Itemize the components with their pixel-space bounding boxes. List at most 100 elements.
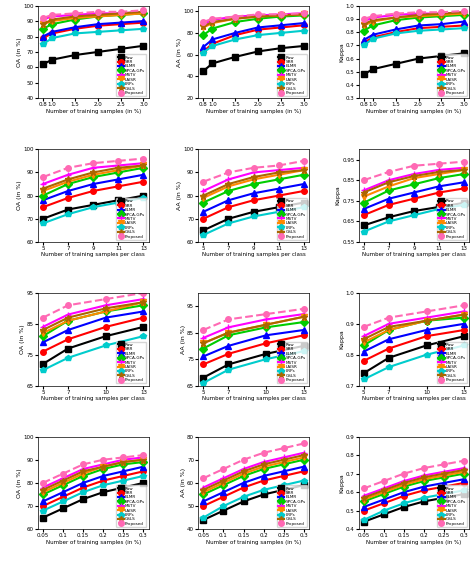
Raw xyxy=(393,60,399,67)
MSTV xyxy=(241,466,246,472)
SPCA-GPs xyxy=(276,176,282,183)
SPCA-GPs xyxy=(201,32,206,38)
MSTV xyxy=(441,468,447,475)
ELMR xyxy=(201,353,206,360)
Line: GSLS: GSLS xyxy=(200,452,307,493)
SPCA-GPs xyxy=(251,181,256,187)
Proposed xyxy=(251,164,256,171)
Line: Proposed: Proposed xyxy=(361,302,467,330)
Line: GSLS: GSLS xyxy=(200,11,307,30)
Line: LRPs: LRPs xyxy=(201,478,307,520)
GSLS xyxy=(361,21,366,28)
GSLS xyxy=(80,468,86,475)
Proposed xyxy=(100,457,106,463)
Raw xyxy=(80,496,86,503)
SPCA-GPs xyxy=(381,490,387,497)
Raw xyxy=(361,71,366,78)
GSLS xyxy=(401,480,407,486)
LAISR xyxy=(411,175,417,181)
Proposed xyxy=(424,308,429,315)
ELMR xyxy=(72,24,78,30)
SRR xyxy=(393,29,399,35)
Proposed xyxy=(281,445,287,452)
Raw xyxy=(210,60,215,67)
Proposed xyxy=(361,177,366,184)
Raw xyxy=(361,519,366,525)
LRPs xyxy=(361,517,366,524)
MSTV xyxy=(255,12,261,19)
MSTV xyxy=(49,13,55,20)
MSTV xyxy=(141,160,146,167)
LRPs xyxy=(386,218,392,225)
SPCA-GPs xyxy=(220,482,226,489)
MSTV xyxy=(141,296,146,302)
Proposed xyxy=(301,10,307,17)
Proposed xyxy=(411,162,417,169)
Raw xyxy=(40,514,46,521)
Raw xyxy=(461,490,467,497)
Line: Raw: Raw xyxy=(361,333,467,376)
ELMR xyxy=(301,463,307,470)
MSTV xyxy=(461,464,467,471)
MSTV xyxy=(393,11,399,18)
MSTV xyxy=(201,484,206,491)
SRR xyxy=(116,183,121,190)
SPCA-GPs xyxy=(461,314,467,321)
Proposed xyxy=(255,11,261,17)
LAISR xyxy=(441,472,447,479)
SPCA-GPs xyxy=(370,22,376,29)
ELMR xyxy=(232,29,238,36)
ELMR xyxy=(226,197,231,204)
Raw xyxy=(461,199,467,206)
Line: SPCA-GPs: SPCA-GPs xyxy=(40,459,146,497)
ELMR xyxy=(40,33,46,40)
SPCA-GPs xyxy=(141,164,146,171)
Proposed xyxy=(361,324,366,330)
Proposed xyxy=(370,13,376,20)
LAISR xyxy=(276,171,282,178)
SPCA-GPs xyxy=(40,25,46,32)
LRPs xyxy=(226,220,231,227)
SRR xyxy=(386,202,392,208)
ELMR xyxy=(40,197,46,204)
GSLS xyxy=(361,336,366,343)
Y-axis label: AA (in %): AA (in %) xyxy=(181,468,186,498)
Proposed xyxy=(65,302,71,309)
ELMR xyxy=(141,17,146,24)
Y-axis label: OA (in %): OA (in %) xyxy=(17,181,22,211)
LAISR xyxy=(40,330,46,337)
MSTV xyxy=(381,485,387,492)
MSTV xyxy=(281,454,287,461)
SPCA-GPs xyxy=(424,318,429,324)
Y-axis label: Kappa: Kappa xyxy=(336,186,341,205)
Proposed xyxy=(116,158,121,164)
SRR xyxy=(441,483,447,490)
SPCA-GPs xyxy=(393,17,399,24)
LRPs xyxy=(278,29,284,36)
Line: LRPs: LRPs xyxy=(361,25,467,48)
Raw xyxy=(421,498,427,505)
GSLS xyxy=(49,16,55,23)
LAISR xyxy=(65,318,71,324)
Proposed xyxy=(416,9,421,16)
SPCA-GPs xyxy=(401,483,407,490)
Raw xyxy=(281,486,287,493)
Raw xyxy=(65,206,71,213)
Proposed xyxy=(393,10,399,17)
GSLS xyxy=(40,185,46,192)
SPCA-GPs xyxy=(461,171,467,177)
MSTV xyxy=(301,10,307,17)
SPCA-GPs xyxy=(95,13,100,20)
Y-axis label: OA (in %): OA (in %) xyxy=(17,468,22,498)
SRR xyxy=(201,48,206,55)
Proposed xyxy=(141,155,146,162)
SPCA-GPs xyxy=(416,14,421,21)
ELMR xyxy=(141,171,146,178)
GSLS xyxy=(261,461,266,468)
Line: GSLS: GSLS xyxy=(39,456,147,493)
X-axis label: Number of training samples (in %): Number of training samples (in %) xyxy=(206,540,301,545)
Raw xyxy=(301,43,307,50)
SRR xyxy=(436,189,442,196)
ELMR xyxy=(361,37,366,43)
GSLS xyxy=(100,463,106,470)
